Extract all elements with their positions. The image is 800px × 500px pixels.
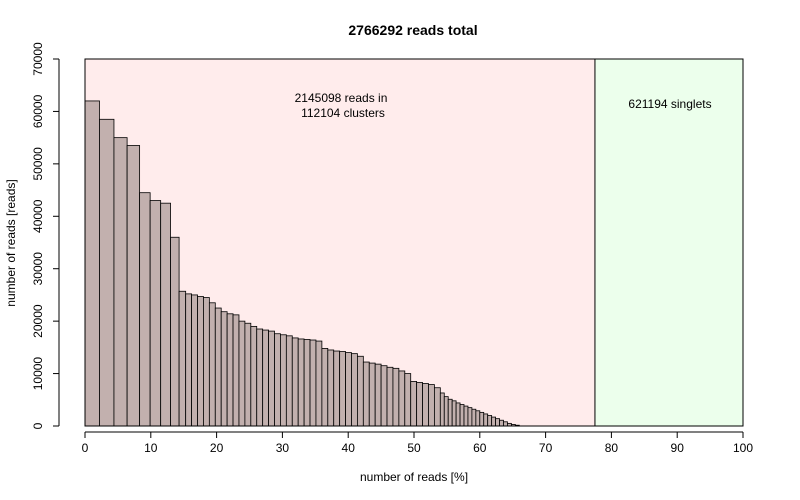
bar <box>126 145 141 427</box>
bar <box>404 373 412 427</box>
bar <box>471 408 477 427</box>
bar <box>475 410 481 427</box>
bar <box>428 384 435 427</box>
bar <box>459 404 465 427</box>
bar <box>443 396 449 427</box>
bar <box>315 340 323 427</box>
clusters-annotation-line1: 2145098 reads in <box>295 91 388 105</box>
bar <box>491 416 496 427</box>
y-tick-label: 30000 <box>31 252 45 286</box>
y-tick-label: 0 <box>31 422 45 429</box>
bar <box>256 328 264 427</box>
bar <box>351 353 358 427</box>
x-tick-label: 0 <box>82 441 89 455</box>
bar <box>483 413 489 427</box>
bar <box>321 348 329 427</box>
bar <box>487 415 493 427</box>
bar <box>268 330 275 427</box>
x-tick-label: 40 <box>342 441 356 455</box>
bar <box>208 302 216 427</box>
y-tick-label: 50000 <box>31 147 45 181</box>
bar <box>433 387 441 427</box>
bar <box>495 418 500 427</box>
bar <box>226 313 234 427</box>
y-axis: 0 10000 20000 30000 40000 50000 60000 70000 <box>31 42 60 429</box>
bar <box>244 322 252 427</box>
bar <box>368 362 376 427</box>
bar <box>191 294 198 427</box>
y-tick-label: 60000 <box>31 94 45 128</box>
bar <box>327 349 335 427</box>
bar <box>392 367 400 427</box>
x-tick-label: 80 <box>605 441 619 455</box>
x-tick-label: 70 <box>539 441 553 455</box>
bar <box>374 363 382 427</box>
bar <box>339 351 346 427</box>
x-tick-label: 30 <box>276 441 290 455</box>
bar <box>99 118 115 427</box>
y-tick-label: 70000 <box>31 42 45 76</box>
bar <box>416 382 423 427</box>
bar <box>197 296 204 427</box>
bar <box>410 381 418 427</box>
bar <box>455 402 461 427</box>
bar <box>113 137 128 427</box>
bar <box>238 320 246 427</box>
x-tick-label: 20 <box>210 441 224 455</box>
clusters-annotation-line2: 112104 clusters <box>301 106 385 120</box>
plot-frame <box>84 58 744 427</box>
bar <box>214 307 222 427</box>
x-axis-label: number of reads [%] <box>360 470 468 484</box>
bar <box>178 290 187 427</box>
bar <box>447 398 453 427</box>
bar <box>84 100 100 427</box>
y-axis-label: number of reads [reads] <box>4 179 18 306</box>
x-tick-label: 90 <box>671 441 685 455</box>
x-tick-label: 10 <box>144 441 158 455</box>
x-tick-label: 100 <box>733 441 753 455</box>
bar <box>451 400 457 427</box>
bar <box>345 352 352 427</box>
bar <box>463 405 469 427</box>
bar <box>357 355 364 427</box>
y-tick-label: 10000 <box>31 357 45 391</box>
bar <box>262 329 269 427</box>
bar <box>467 407 473 427</box>
bar <box>422 383 429 427</box>
y-tick-label: 20000 <box>31 304 45 338</box>
bar <box>309 339 317 427</box>
bar <box>439 392 445 427</box>
bar <box>232 314 240 427</box>
bar <box>220 311 228 427</box>
bar <box>303 339 311 427</box>
x-axis: 0 10 20 30 40 50 60 70 80 90 100 <box>82 431 753 455</box>
bar <box>170 236 180 427</box>
bar <box>149 200 162 427</box>
bar <box>398 370 406 427</box>
chart-title: 2766292 reads total <box>348 22 477 38</box>
bar <box>503 421 508 427</box>
region-singlets <box>594 59 743 426</box>
bar <box>160 202 171 427</box>
bar <box>250 325 258 427</box>
bar <box>297 338 305 427</box>
bar <box>291 337 299 427</box>
bar <box>274 333 281 427</box>
bar <box>333 350 341 427</box>
bar <box>203 297 210 427</box>
bar <box>386 366 394 427</box>
singlets-annotation: 621194 singlets <box>628 97 711 111</box>
bar <box>185 293 192 427</box>
x-tick-label: 60 <box>473 441 487 455</box>
bar <box>380 365 388 427</box>
bar <box>139 192 151 427</box>
bar <box>479 411 485 427</box>
x-tick-label: 50 <box>407 441 421 455</box>
y-tick-label: 40000 <box>31 199 45 233</box>
bar <box>280 334 287 427</box>
bar <box>362 361 370 427</box>
bar <box>499 419 504 427</box>
bar <box>285 335 293 427</box>
